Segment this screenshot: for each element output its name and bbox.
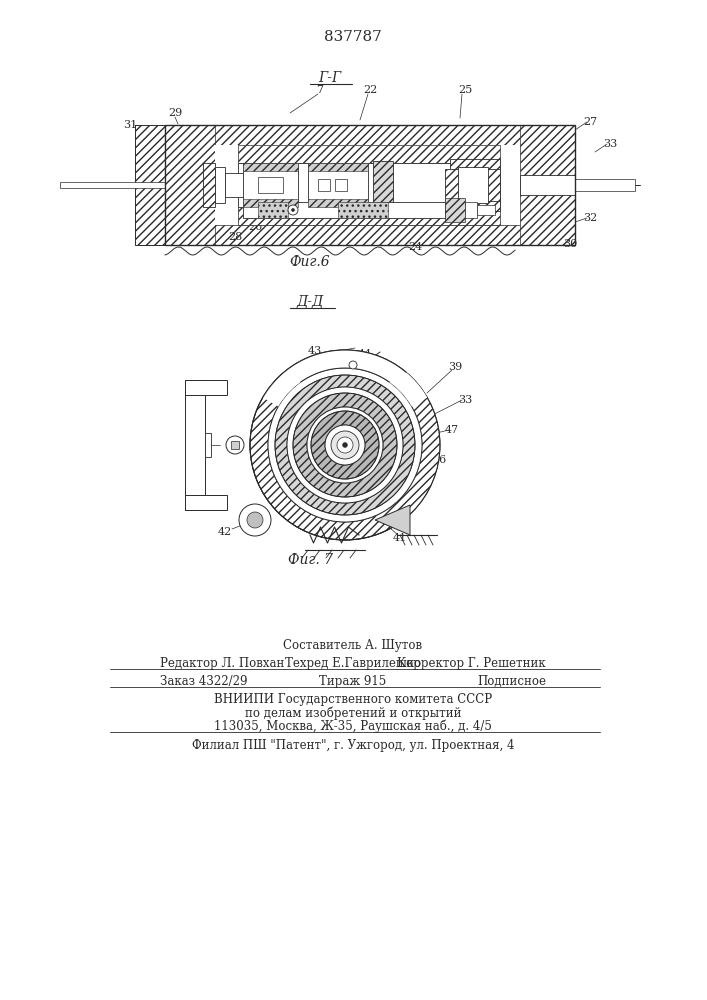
Bar bbox=[165, 225, 575, 245]
Bar bbox=[520, 175, 575, 195]
Bar bbox=[215, 167, 225, 203]
Circle shape bbox=[268, 368, 422, 522]
Text: Составитель А. Шутов: Составитель А. Шутов bbox=[284, 639, 423, 652]
Bar bbox=[165, 125, 215, 245]
Bar bbox=[225, 173, 255, 197]
Text: 40: 40 bbox=[188, 440, 202, 450]
Text: 41: 41 bbox=[393, 533, 407, 543]
Bar bbox=[308, 199, 368, 207]
Text: 22: 22 bbox=[363, 85, 377, 95]
Text: Фиг. 7: Фиг. 7 bbox=[288, 553, 332, 567]
Circle shape bbox=[226, 436, 244, 454]
Bar bbox=[308, 163, 368, 171]
Text: 27: 27 bbox=[583, 117, 597, 127]
Bar bbox=[60, 182, 165, 188]
Text: 25: 25 bbox=[458, 85, 472, 95]
Text: 44: 44 bbox=[358, 349, 372, 359]
Text: Фиг.6: Фиг.6 bbox=[290, 255, 330, 269]
Bar bbox=[477, 205, 495, 215]
Circle shape bbox=[325, 425, 365, 465]
Text: Г-Г: Г-Г bbox=[318, 71, 341, 85]
Text: 39: 39 bbox=[448, 362, 462, 372]
Text: 29: 29 bbox=[168, 108, 182, 118]
Text: 837787: 837787 bbox=[324, 30, 382, 44]
Bar bbox=[465, 202, 477, 218]
Bar bbox=[335, 179, 347, 191]
Text: Подписное: Подписное bbox=[477, 674, 546, 688]
Text: по делам изобретений и открытий: по делам изобретений и открытий bbox=[245, 706, 461, 720]
Bar bbox=[445, 198, 465, 222]
Text: 31: 31 bbox=[123, 120, 137, 130]
Bar bbox=[255, 177, 275, 193]
Bar bbox=[373, 161, 393, 209]
Wedge shape bbox=[263, 350, 427, 406]
Bar bbox=[135, 125, 165, 245]
Circle shape bbox=[331, 431, 359, 459]
Circle shape bbox=[288, 205, 298, 215]
Text: Тираж 915: Тираж 915 bbox=[320, 674, 387, 688]
Bar bbox=[203, 163, 215, 207]
Text: 113035, Москва, Ж-35, Раушская наб., д. 4/5: 113035, Москва, Ж-35, Раушская наб., д. … bbox=[214, 719, 492, 733]
Bar bbox=[318, 179, 330, 191]
Text: Заказ 4322/29: Заказ 4322/29 bbox=[160, 674, 247, 688]
Text: 43: 43 bbox=[308, 346, 322, 356]
Bar bbox=[520, 125, 575, 245]
Text: 46: 46 bbox=[433, 455, 447, 465]
Bar bbox=[185, 380, 227, 395]
Circle shape bbox=[337, 437, 353, 453]
Text: 28: 28 bbox=[228, 232, 242, 242]
Bar bbox=[215, 145, 520, 225]
Text: ВНИИПИ Государственного комитета СССР: ВНИИПИ Государственного комитета СССР bbox=[214, 694, 492, 706]
Bar bbox=[185, 495, 227, 510]
Wedge shape bbox=[275, 375, 415, 515]
Text: Филиал ПШ "Патент", г. Ужгород, ул. Проектная, 4: Филиал ПШ "Патент", г. Ужгород, ул. Прое… bbox=[192, 738, 514, 752]
Wedge shape bbox=[250, 350, 440, 540]
Text: 24: 24 bbox=[408, 242, 422, 252]
Circle shape bbox=[239, 504, 271, 536]
Wedge shape bbox=[311, 411, 379, 479]
Bar bbox=[575, 179, 635, 191]
Bar bbox=[165, 125, 575, 245]
Circle shape bbox=[287, 387, 403, 503]
Text: 33: 33 bbox=[603, 139, 617, 149]
Bar bbox=[231, 441, 239, 449]
Text: 30: 30 bbox=[563, 239, 577, 249]
Text: Корректор Г. Решетник: Корректор Г. Решетник bbox=[397, 656, 546, 670]
Bar bbox=[450, 159, 500, 211]
Text: 45: 45 bbox=[413, 488, 427, 498]
Bar bbox=[205, 433, 211, 457]
Bar bbox=[458, 167, 488, 203]
Text: 32: 32 bbox=[583, 213, 597, 223]
Bar bbox=[445, 169, 500, 201]
Bar bbox=[338, 202, 388, 218]
Bar bbox=[185, 380, 205, 510]
Bar bbox=[238, 163, 500, 207]
Text: 47: 47 bbox=[445, 425, 459, 435]
Bar bbox=[308, 163, 368, 207]
Bar bbox=[243, 202, 445, 218]
Text: Д-Д: Д-Д bbox=[296, 295, 324, 309]
Circle shape bbox=[291, 209, 295, 212]
Bar bbox=[243, 163, 298, 207]
Bar bbox=[258, 202, 288, 218]
Circle shape bbox=[349, 361, 357, 369]
Text: 26: 26 bbox=[248, 222, 262, 232]
Text: Редактор Л. Повхан: Редактор Л. Повхан bbox=[160, 656, 284, 670]
Bar bbox=[243, 199, 298, 207]
Text: 7: 7 bbox=[317, 85, 324, 95]
Circle shape bbox=[247, 512, 263, 528]
Bar bbox=[243, 163, 298, 171]
Text: Техред Е.Гаврилешко: Техред Е.Гаврилешко bbox=[285, 656, 421, 670]
Bar bbox=[238, 207, 500, 225]
Circle shape bbox=[307, 407, 383, 483]
Bar bbox=[258, 177, 283, 193]
Text: 42: 42 bbox=[218, 527, 232, 537]
Polygon shape bbox=[375, 505, 410, 535]
Bar bbox=[165, 125, 575, 145]
Circle shape bbox=[342, 442, 348, 448]
Bar bbox=[238, 145, 500, 163]
Text: 33: 33 bbox=[458, 395, 472, 405]
Text: 23: 23 bbox=[218, 185, 232, 195]
Wedge shape bbox=[293, 393, 397, 497]
